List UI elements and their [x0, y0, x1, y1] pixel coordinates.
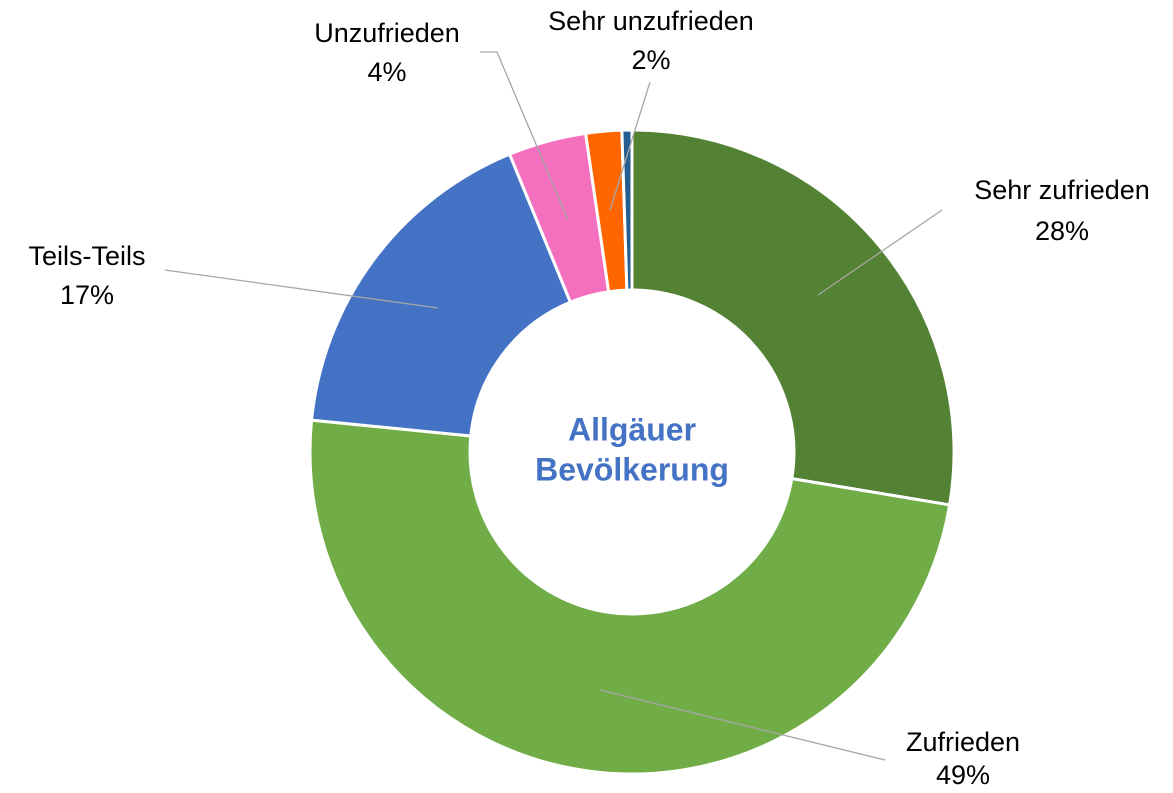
- center-label: Bevölkerung: [535, 451, 729, 487]
- leader-line: [609, 81, 651, 211]
- value-label: 2%: [631, 45, 670, 75]
- slice-label: Teils-Teils: [28, 241, 145, 271]
- leader-line: [817, 209, 943, 296]
- leader-line: [164, 269, 439, 309]
- donut-slice: [309, 152, 573, 438]
- leader-line: [480, 51, 569, 221]
- slice-label: Sehr unzufrieden: [548, 6, 754, 36]
- donut-slice: [630, 128, 956, 507]
- value-label: 28%: [1035, 216, 1089, 246]
- slice-label: Sehr zufrieden: [974, 175, 1150, 205]
- center-label: Allgäuer: [568, 411, 696, 447]
- slice-label: Unzufrieden: [314, 18, 460, 48]
- value-label: 49%: [936, 760, 990, 790]
- donut-slice: [620, 128, 634, 292]
- slice-label: Zufrieden: [906, 727, 1020, 757]
- value-label: 17%: [60, 280, 114, 310]
- leader-line: [599, 689, 886, 761]
- value-label: 4%: [367, 57, 406, 87]
- donut-slice: [308, 418, 952, 776]
